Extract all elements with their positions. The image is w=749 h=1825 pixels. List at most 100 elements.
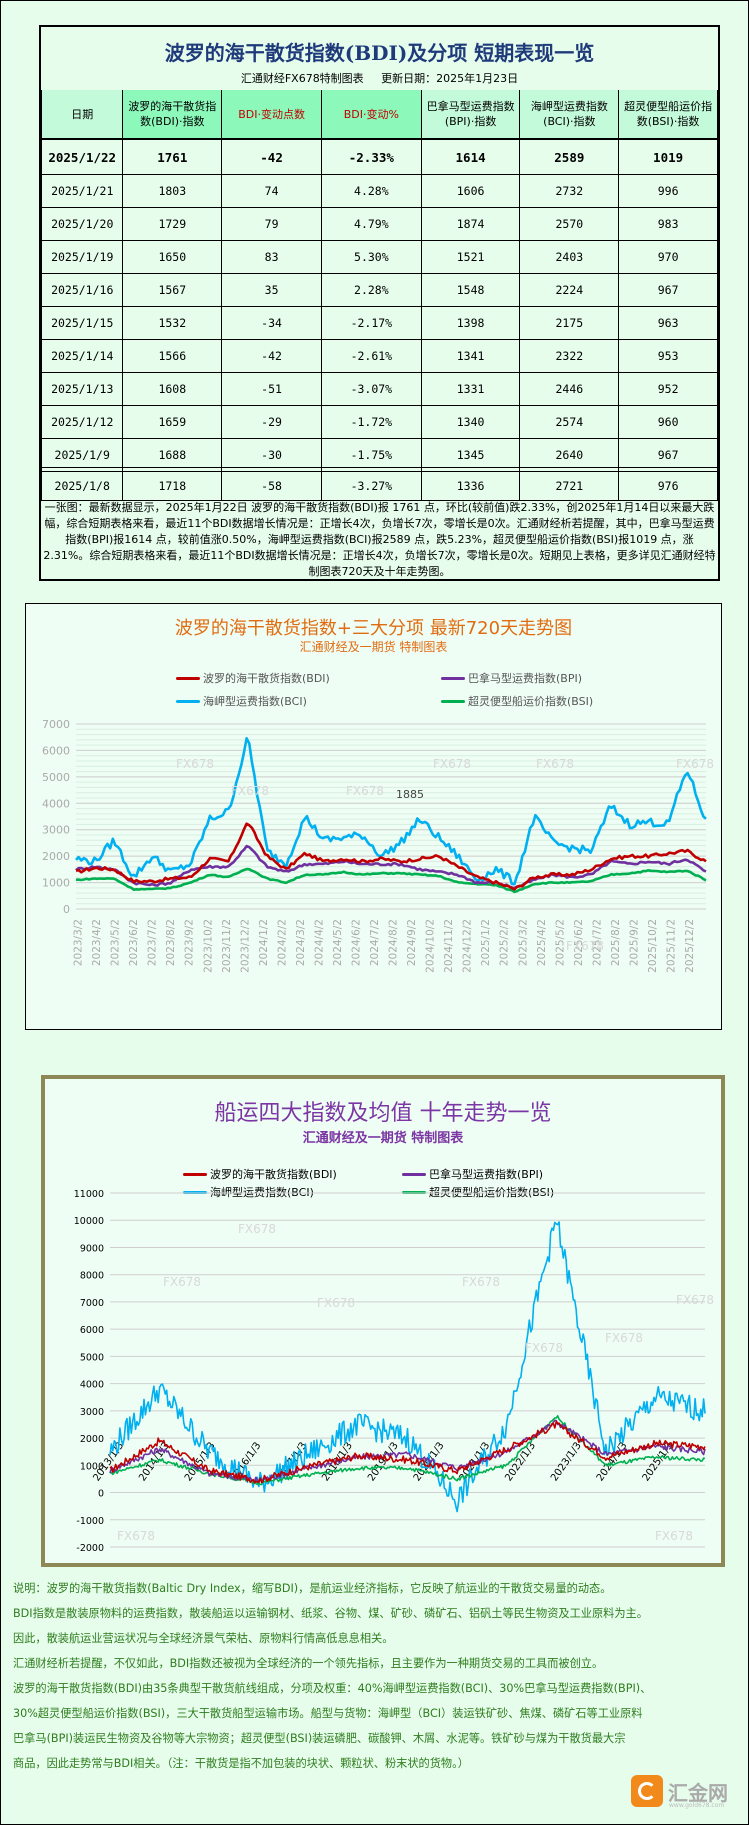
x-tick-label: 2023/3/2 — [73, 919, 85, 966]
watermark: FX678 — [231, 784, 269, 798]
table-row: 2025/1/20 1729 79 4.79% 1874 2570 983 — [40, 207, 718, 241]
cell-bci: 2403 — [519, 240, 620, 274]
x-tick-label: 2025/4/2 — [536, 919, 548, 966]
y-tick-label: 4000 — [80, 1380, 104, 1391]
x-tick-label: 2025/5/2 — [554, 919, 566, 966]
note-line: 30%超灵便型船运价指数(BSI)，三大干散货船型运输市场。船型与货物：海岬型（… — [13, 1707, 643, 1720]
chart-10-year: 船运四大指数及均值 十年走势一览 汇通财经及一期货 特制图表 波罗的海干散货指数… — [41, 1075, 725, 1567]
y-tick-label: -1000 — [76, 1516, 104, 1527]
cell-bsi: 983 — [618, 207, 718, 241]
cell-bdi: 1718 — [122, 471, 223, 501]
table-row: 2025/1/15 1532 -34 -2.17% 1398 2175 963 — [40, 306, 718, 340]
cell-bdi: 1532 — [122, 306, 223, 340]
legend-bpi: 巴拿马型运费指数(BPI) — [402, 1166, 543, 1182]
watermark: FX678 — [462, 1275, 500, 1289]
table-row: 2025/1/9 1688 -30 -1.75% 1345 2640 967 — [40, 438, 718, 472]
y-tick-label: 11000 — [74, 1189, 104, 1200]
legend-swatch-bdi — [176, 676, 200, 680]
y-tick-label: 5000 — [42, 771, 70, 784]
legend-label: 海岬型运费指数(BCI) — [203, 695, 307, 708]
cell-date: 2025/1/9 — [40, 438, 124, 472]
col-date: 日期 — [40, 90, 124, 140]
legend-bdi: 波罗的海干散货指数(BDI) — [183, 1166, 337, 1182]
watermark: FX678 — [676, 1293, 714, 1307]
y-tick-label: 8000 — [80, 1271, 104, 1282]
table-row: 2025/1/21 1803 74 4.28% 1606 2732 996 — [40, 174, 718, 208]
cell-bdi-change-pct: 2.28% — [320, 273, 422, 307]
cell-bpi: 1341 — [420, 339, 521, 373]
cell-date: 2025/1/8 — [40, 471, 124, 501]
y-tick-label: 2000 — [80, 1434, 104, 1445]
y-tick-label: 0 — [98, 1489, 104, 1500]
series-line — [75, 844, 707, 890]
table-header-row: 日期 波罗的海干散货指数(BDI)·指数 BDI·变动点数 BDI·变动% 巴拿… — [40, 90, 718, 140]
cell-bci: 2175 — [519, 306, 620, 340]
cell-bdi-change-pct: -3.27% — [320, 471, 422, 501]
y-tick-label: 6000 — [42, 744, 70, 757]
cell-bdi-change: 35 — [221, 273, 322, 307]
cell-date: 2025/1/12 — [40, 405, 124, 439]
x-tick-label: 2025/12/2 — [684, 919, 696, 973]
watermark: FX678 — [536, 757, 574, 771]
cell-bsi: 967 — [618, 438, 718, 472]
note-line: 巴拿马(BPI)装运民生物资及谷物等大宗物资；超灵便型(BSI)装运磷肥、碳酸钾… — [13, 1732, 626, 1745]
y-tick-label: 0 — [63, 903, 70, 916]
legend-bdi: 波罗的海干散货指数(BDI) — [176, 670, 330, 686]
table-row: 2025/1/13 1608 -51 -3.07% 1331 2446 952 — [40, 372, 718, 406]
cell-bdi-change-pct: -2.33% — [320, 138, 422, 175]
watermark: FX678 — [525, 1341, 563, 1355]
y-tick-label: 7000 — [42, 718, 70, 731]
x-tick-label: 2025/2/2 — [499, 919, 511, 966]
table-row: 2025/1/14 1566 -42 -2.61% 1341 2322 953 — [40, 339, 718, 373]
col-bdi: 波罗的海干散货指数(BDI)·指数 — [122, 90, 223, 140]
x-tick-label: 2023/12/2 — [239, 919, 251, 973]
col-bci: 海岬型运费指数(BCI)·指数 — [519, 90, 620, 140]
col-bsi: 超灵便型船运价指数(BSI)·指数 — [618, 90, 718, 140]
cell-bdi-change-pct: 4.79% — [320, 207, 422, 241]
cell-bdi-change: -42 — [221, 339, 322, 373]
cell-bsi: 953 — [618, 339, 718, 373]
cell-bdi-change-pct: 4.28% — [320, 174, 422, 208]
cell-bci: 2570 — [519, 207, 620, 241]
legend-bsi: 超灵便型船运价指数(BSI) — [441, 693, 593, 709]
cell-bpi: 1874 — [420, 207, 521, 241]
legend-swatch-bsi — [402, 1190, 426, 1194]
cell-bdi-change: -42 — [221, 138, 322, 175]
chart1-plot: 0 1000 2000 3000 4000 5000 6000 7000 2023/3/2 202… — [42, 718, 714, 973]
watermark: FX678 — [676, 757, 714, 771]
col-bdi-change: BDI·变动点数 — [221, 90, 322, 140]
cell-date: 2025/1/20 — [40, 207, 124, 241]
cell-bdi-change: 74 — [221, 174, 322, 208]
chart1-title: 波罗的海干散货指数+三大分项 最新720天走势图 — [174, 618, 573, 639]
x-tick-label: 2025/7/2 — [591, 919, 603, 966]
cell-bsi: 996 — [618, 174, 718, 208]
x-tick-label: 2024/5/2 — [332, 919, 344, 966]
series-line — [109, 1420, 706, 1484]
y-tick-label: 4000 — [42, 797, 70, 810]
cell-bdi-change: -51 — [221, 372, 322, 406]
x-tick-label: 2025/10/2 — [647, 919, 659, 973]
y-tick-label: 6000 — [80, 1325, 104, 1336]
x-tick-label: 2024/1/2 — [258, 919, 270, 966]
cell-bdi: 1567 — [122, 273, 223, 307]
cell-bdi: 1803 — [122, 174, 223, 208]
cell-bsi: 963 — [618, 306, 718, 340]
cell-bsi: 952 — [618, 372, 718, 406]
gold678-logo: 汇金网 www.gold678.com — [631, 1768, 744, 1814]
x-tick-label: 2024/7/2 — [369, 919, 381, 966]
x-tick-label: 2023/6/2 — [128, 919, 140, 966]
cell-bci: 2224 — [519, 273, 620, 307]
col-bdi-change-pct: BDI·变动% — [320, 90, 422, 140]
x-tick-label: 2023/4/2 — [91, 919, 103, 966]
cell-date: 2025/1/22 — [40, 138, 124, 175]
x-tick-label: 2024/11/2 — [443, 919, 455, 973]
table-title: 波罗的海干散货指数(BDI)及分项 短期表现一览 — [164, 41, 595, 65]
cell-bpi: 1340 — [420, 405, 521, 439]
x-tick-label: 2025/1/2 — [480, 919, 492, 966]
legend-label: 波罗的海干散货指数(BDI) — [203, 672, 330, 685]
x-tick-label: 2023/7/2 — [147, 919, 159, 966]
table-row: 2025/1/8 1718 -58 -3.27% 1336 2721 976 — [40, 471, 718, 501]
cell-bdi: 1566 — [122, 339, 223, 373]
x-tick-label: 2023/8/2 — [165, 919, 177, 966]
